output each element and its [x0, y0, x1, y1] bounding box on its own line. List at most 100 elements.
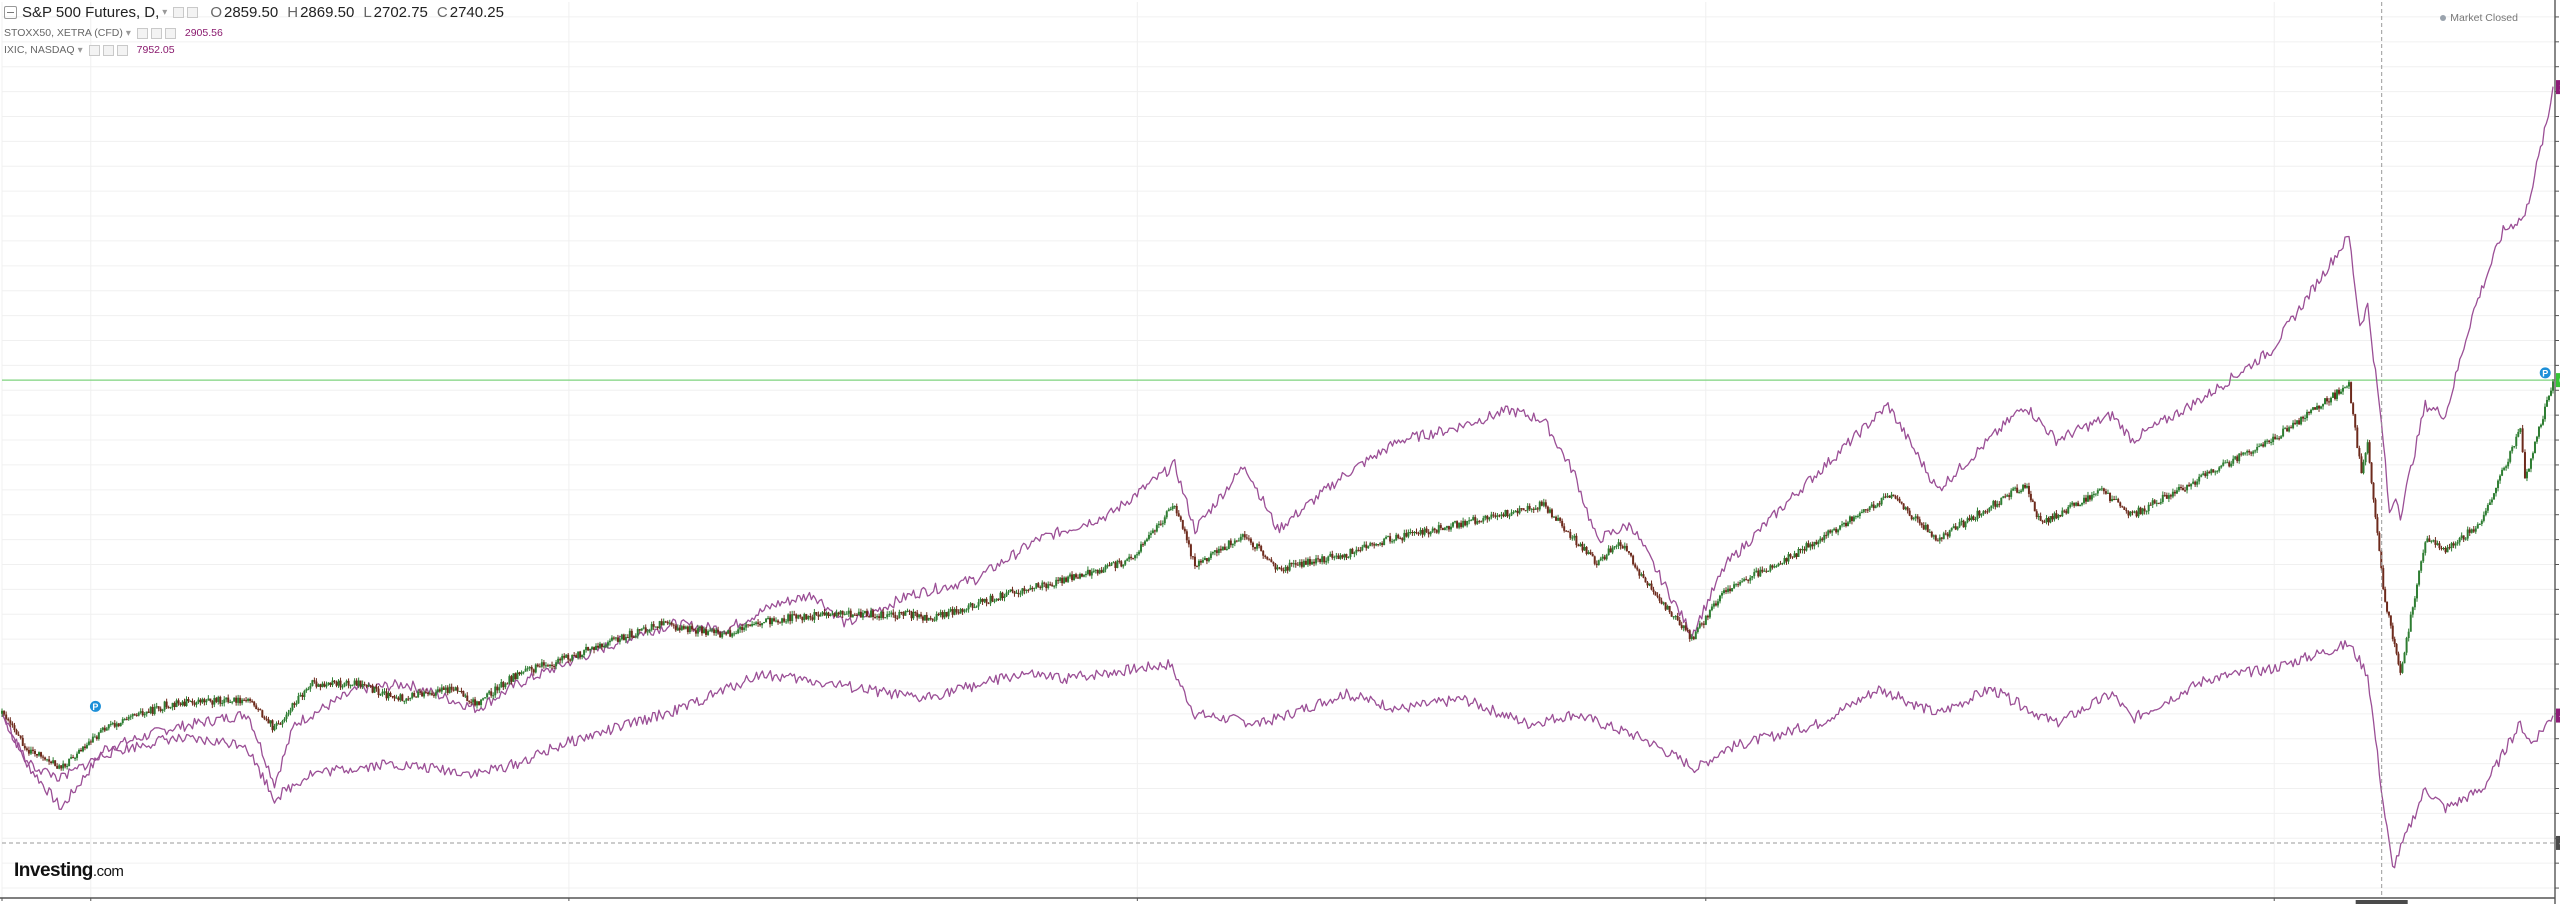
candle-down: [1968, 518, 1971, 521]
candle-up: [1484, 515, 1487, 519]
candle-up: [387, 692, 390, 699]
candle-up: [504, 683, 507, 688]
candle-down: [1872, 504, 1875, 509]
last-value-tag: [2556, 80, 2560, 95]
candle-up: [1347, 557, 1350, 559]
candle-up: [2069, 504, 2072, 508]
hide-square-icon[interactable]: [150, 27, 162, 39]
candle-up: [731, 633, 734, 637]
candle-up: [127, 716, 130, 720]
last-value-tag: [2556, 373, 2560, 388]
candle-up: [1, 710, 3, 714]
candle-down: [593, 647, 596, 650]
candle-up: [289, 710, 292, 713]
candle-up: [2501, 469, 2504, 476]
candle-up: [1343, 554, 1346, 558]
candle-down: [1447, 526, 1450, 530]
candle-up: [761, 623, 764, 626]
candle-up: [1325, 560, 1328, 563]
candle-down: [1181, 520, 1184, 529]
remove-square-icon[interactable]: [116, 44, 128, 56]
candle-up: [890, 612, 893, 614]
candle-down: [419, 691, 422, 693]
candle-up: [662, 621, 665, 626]
candle-down: [1096, 569, 1099, 574]
candle-up: [912, 611, 915, 619]
candle-up: [1126, 559, 1129, 561]
candle-down: [2051, 516, 2054, 520]
hide-square-icon[interactable]: [187, 7, 199, 18]
candle-up: [1462, 520, 1465, 527]
candle-down: [616, 637, 619, 642]
candle-down: [255, 705, 258, 710]
candle-up: [2045, 518, 2048, 523]
candle-up: [181, 701, 184, 705]
candle-up: [813, 612, 816, 620]
candle-up: [1597, 560, 1600, 566]
collapse-icon[interactable]: [4, 6, 17, 19]
candle-down: [759, 623, 762, 626]
settings-square-icon[interactable]: [136, 27, 148, 39]
candle-down: [267, 719, 270, 724]
candle-up: [1482, 518, 1485, 522]
remove-square-icon[interactable]: [164, 27, 176, 39]
candle-down: [1676, 616, 1679, 621]
candle-up: [109, 723, 112, 725]
chevron-down-icon[interactable]: ▾: [162, 7, 168, 18]
candle-down: [25, 748, 28, 750]
candle-up: [2507, 461, 2510, 467]
candle-up: [2413, 598, 2416, 608]
candle-up: [2482, 514, 2485, 521]
candle-down: [1460, 522, 1463, 527]
candle-down: [147, 711, 150, 713]
candle-up: [2339, 391, 2342, 394]
candle-up: [555, 662, 558, 667]
chevron-down-icon[interactable]: ▾: [125, 27, 131, 39]
candle-down: [211, 701, 214, 705]
candle-up: [1306, 559, 1309, 565]
hide-square-icon[interactable]: [102, 44, 114, 56]
candle-down: [271, 720, 274, 731]
candle-up: [1781, 563, 1784, 565]
candle-up: [123, 719, 126, 721]
candle-up: [1870, 504, 1873, 507]
candle-down: [1892, 494, 1895, 497]
candle-up: [1167, 509, 1170, 512]
candle-up: [1912, 517, 1915, 520]
candle-up: [2324, 398, 2327, 405]
candle-up: [2484, 510, 2487, 515]
settings-square-icon[interactable]: [173, 7, 185, 18]
candle-up: [989, 595, 992, 604]
candle-down: [612, 637, 615, 639]
candle-up: [1708, 610, 1711, 618]
candle-down: [1243, 534, 1246, 538]
candle-up: [1739, 582, 1742, 585]
candle-up: [1777, 563, 1780, 567]
candle-down: [2428, 538, 2431, 542]
candle-down: [1359, 550, 1362, 552]
candle-down: [630, 630, 633, 638]
candle-down: [985, 598, 988, 604]
candle-down: [532, 669, 535, 673]
candle-up: [581, 654, 584, 657]
candle-down: [1177, 513, 1180, 517]
candle-down: [801, 616, 804, 621]
candle-up: [1514, 510, 1517, 513]
candle-down: [1634, 564, 1637, 568]
candle-up: [492, 695, 495, 697]
candle-up: [2075, 502, 2078, 506]
candle-up: [835, 612, 838, 617]
candle-down: [1270, 559, 1273, 563]
candle-up: [715, 629, 718, 634]
candle-down: [1866, 509, 1869, 511]
candle-down: [468, 701, 471, 703]
candle-up: [1988, 507, 1991, 512]
candle-down: [1644, 577, 1647, 583]
settings-square-icon[interactable]: [88, 44, 100, 56]
candle-up: [2543, 406, 2546, 420]
chevron-down-icon[interactable]: ▾: [77, 44, 83, 56]
candle-up: [979, 599, 982, 603]
candle-up: [2456, 542, 2459, 544]
candle-up: [2111, 498, 2114, 501]
